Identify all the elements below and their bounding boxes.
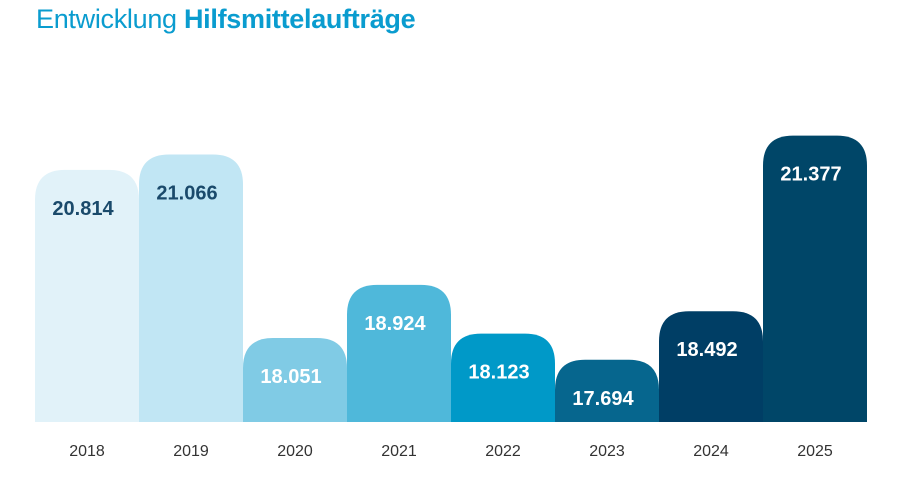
- bar-2020: [243, 338, 347, 422]
- value-label-2018: 20.814: [52, 198, 114, 220]
- chart-title: Entwicklung Hilfsmittelaufträge: [36, 4, 416, 35]
- bar-2019: [139, 154, 243, 422]
- value-label-2025: 21.377: [780, 164, 841, 186]
- value-label-2019: 21.066: [156, 183, 217, 205]
- x-tick-label-2021: 2021: [381, 443, 417, 460]
- x-tick-label-2023: 2023: [589, 443, 625, 460]
- bar-2023: [555, 359, 659, 422]
- x-tick-label-2024: 2024: [693, 443, 729, 460]
- bar-2022: [451, 333, 555, 422]
- bar-2021: [347, 284, 451, 422]
- value-label-2022: 18.123: [468, 362, 529, 384]
- value-label-2021: 18.924: [364, 313, 426, 335]
- x-tick-label-2020: 2020: [277, 443, 313, 460]
- chart-title-bold: Hilfsmittelaufträge: [183, 4, 416, 34]
- bar-2025: [763, 135, 867, 422]
- x-tick-label-2025: 2025: [797, 443, 833, 460]
- x-tick-label-2022: 2022: [485, 443, 521, 460]
- x-tick-label-2019: 2019: [173, 443, 209, 460]
- value-label-2023: 17.694: [572, 388, 634, 410]
- bar-2018: [35, 169, 139, 422]
- bar-2024: [659, 311, 763, 422]
- chart-title-regular: Entwicklung: [36, 4, 177, 34]
- value-label-2020: 18.051: [260, 366, 321, 388]
- x-tick-label-2018: 2018: [69, 443, 105, 460]
- value-label-2024: 18.492: [676, 339, 737, 361]
